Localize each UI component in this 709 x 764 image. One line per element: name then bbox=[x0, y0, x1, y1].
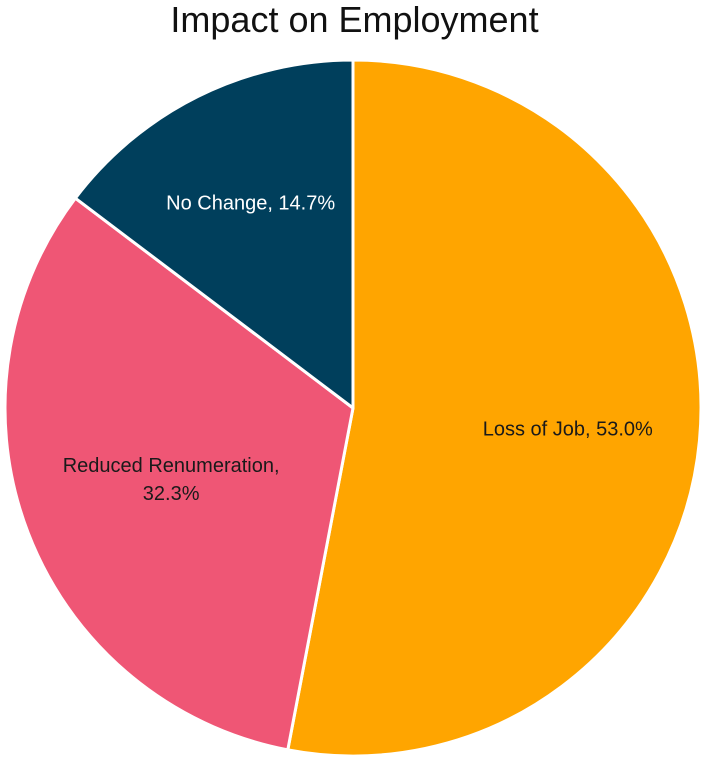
data-label-no-change: No Change, 14.7% bbox=[166, 192, 335, 214]
pie-slice-reduced-renumeration bbox=[3, 196, 355, 752]
data-label-loss-of-job: Loss of Job, 53.0% bbox=[483, 418, 653, 440]
pie-slice-loss-of-job bbox=[286, 58, 703, 758]
data-label-reduced-renumeration: Reduced Renumeration, 32.3% bbox=[63, 455, 280, 505]
pie-labels: Loss of Job, 53.0% Reduced Renumeration, 3… bbox=[63, 192, 653, 505]
pie-slice-no-change bbox=[73, 58, 355, 410]
pie-slices bbox=[3, 58, 703, 758]
chart-title: Impact on Employment bbox=[170, 0, 539, 40]
